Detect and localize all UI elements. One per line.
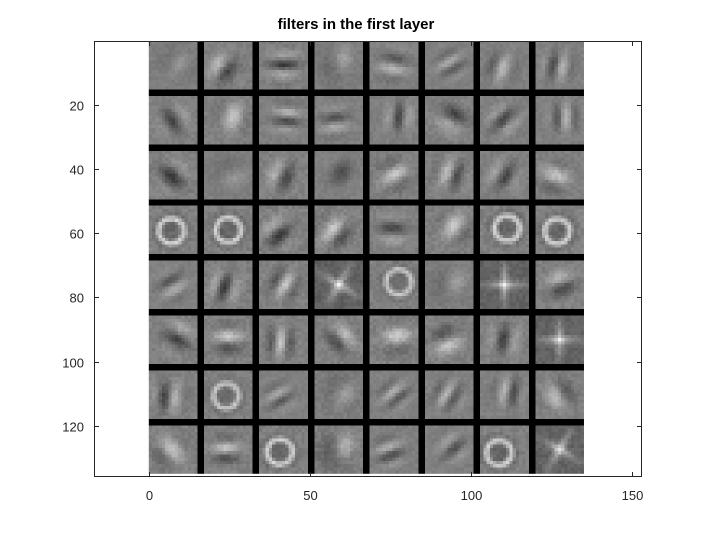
y-tick-label: 120 (62, 420, 84, 435)
chart-title: filters in the first layer (278, 16, 435, 33)
filter-image (148, 41, 584, 474)
filter-mosaic (148, 41, 584, 474)
y-tick-label: 100 (62, 356, 84, 371)
x-tick-labels: 0 50 100 150 (146, 488, 643, 503)
y-tick-labels: 20 40 60 80 100 120 (62, 99, 84, 435)
y-tick-label: 80 (70, 291, 84, 306)
y-tick-label: 20 (70, 99, 84, 114)
x-tick-label: 0 (146, 488, 153, 503)
axes-box (94, 41, 642, 477)
y-tick-label: 40 (70, 163, 84, 178)
tick-marks (94, 41, 642, 477)
y-tick-label: 60 (70, 227, 84, 242)
x-tick-label: 100 (461, 488, 483, 503)
x-tick-label: 50 (303, 488, 317, 503)
x-tick-label: 150 (622, 488, 644, 503)
